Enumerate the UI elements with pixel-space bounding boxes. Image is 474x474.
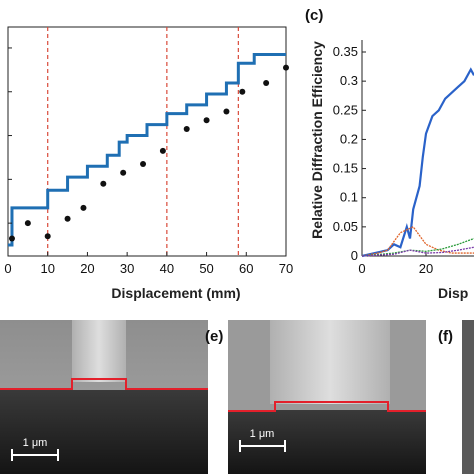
series-line-green — [361, 237, 474, 257]
data-point-11 — [223, 108, 230, 115]
data-point-13 — [263, 79, 270, 86]
data-point-7 — [140, 161, 147, 168]
x-tick-label-2: 20 — [80, 261, 94, 276]
data-point-12 — [239, 88, 246, 95]
y-tick-label-right-3: 0.15 — [333, 161, 358, 176]
svg-text:1 μm: 1 μm — [250, 428, 275, 440]
series-line-blue — [361, 67, 474, 258]
panel-label-f: (f) — [438, 328, 453, 345]
boundary-line — [0, 378, 208, 390]
data-point-8 — [159, 147, 166, 154]
displacement-chart: 0 10 20 30 40 50 60 70 Displacement (mm) — [4, 26, 293, 301]
panel-label-e: (e) — [205, 328, 223, 345]
data-point-10 — [203, 117, 210, 124]
data-point-9 — [183, 125, 190, 132]
scale-bar: 1 μm — [11, 437, 59, 461]
series-line-purple — [361, 246, 474, 257]
scale-bar: 1 μm — [239, 428, 286, 452]
data-point-4 — [80, 204, 87, 211]
x-axis-label-right: Disp — [438, 285, 468, 301]
sem-image-d: 1 μm — [0, 320, 208, 474]
y-tick-label-right-7: 0.35 — [333, 44, 358, 59]
step-series-line — [8, 53, 286, 247]
sem-image-e: 1 μm — [228, 320, 426, 474]
data-point-6 — [120, 169, 127, 176]
x-tick-label-right-0: 0 — [358, 261, 365, 276]
y-tick-label-right-0: 0 — [351, 248, 358, 263]
panel-label-c: (c) — [305, 7, 323, 24]
sem-image-f-edge — [462, 320, 474, 474]
data-point-1 — [24, 220, 31, 227]
plot-frame — [7, 26, 287, 257]
x-tick-label-7: 70 — [279, 261, 293, 276]
data-point-5 — [100, 180, 107, 187]
svg-text:1 μm: 1 μm — [23, 437, 48, 449]
y-tick-label-right-2: 0.1 — [340, 190, 358, 205]
data-point-0 — [8, 235, 15, 242]
series-line-orange — [361, 226, 474, 257]
x-tick-label-4: 40 — [160, 261, 174, 276]
x-tick-label-1: 10 — [40, 261, 54, 276]
x-tick-label-3: 30 — [120, 261, 134, 276]
diffraction-chart: (c) 0 0.05 0.1 0.15 0.2 0.25 0.3 0.35 0 20 Relat… — [305, 7, 474, 301]
x-axis-label: Displacement (mm) — [111, 285, 240, 301]
boundary-line — [228, 401, 426, 412]
x-tick-label-0: 0 — [4, 261, 11, 276]
data-point-2 — [44, 233, 51, 240]
x-tick-label-5: 50 — [199, 261, 213, 276]
y-tick-label-right-4: 0.2 — [340, 131, 358, 146]
data-point-3 — [64, 215, 71, 222]
y-tick-label-right-6: 0.3 — [340, 73, 358, 88]
x-tick-label-right-1: 20 — [419, 261, 433, 276]
x-tick-label-6: 60 — [239, 261, 253, 276]
y-axis-label: Relative Diffraction Efficiency — [309, 41, 325, 239]
y-tick-label-right-5: 0.25 — [333, 102, 358, 117]
y-tick-label-right-1: 0.05 — [333, 219, 358, 234]
data-point-14 — [283, 64, 289, 71]
